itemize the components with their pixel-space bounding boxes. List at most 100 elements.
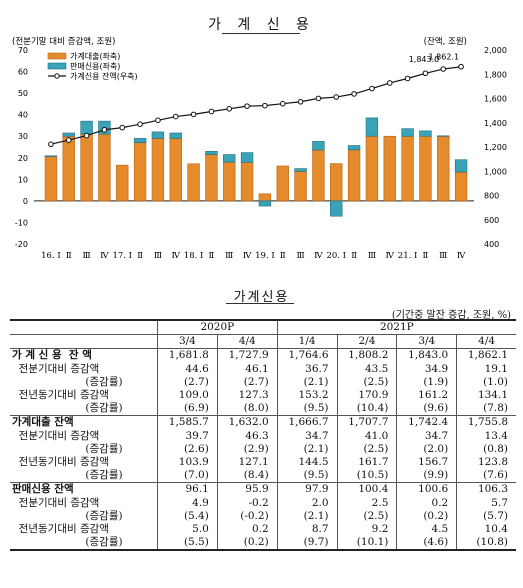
cell-value: (8.4)	[216, 469, 278, 483]
cell-value: (7.6)	[456, 469, 516, 483]
cell-value: (0.8)	[456, 442, 516, 457]
cell-value: (2.7)	[216, 375, 278, 390]
right-tick-label: 1,800	[484, 70, 507, 79]
cell-value: (5.4)	[157, 509, 218, 524]
cell-value: (2.1)	[276, 442, 338, 457]
table-title-underline	[226, 303, 294, 304]
left-tick-label: 40	[18, 111, 28, 120]
loan-bar	[116, 164, 129, 202]
cell-value: (2.5)	[336, 375, 397, 390]
row-label: 전년동기대비 증감액	[12, 456, 109, 469]
cell-value: 1,707.7	[336, 415, 397, 430]
sales-credit-bar	[330, 200, 343, 217]
x-tick-label: Ⅲ	[368, 251, 376, 261]
cell-value: (1.9)	[396, 375, 457, 390]
row-label: 가계대출 잔액	[10, 415, 158, 430]
x-tick-label: 19. Ⅰ	[255, 251, 275, 261]
loan-bar	[276, 165, 289, 202]
cell-value: 2.5	[336, 496, 397, 510]
x-tick-label: Ⅳ	[386, 251, 395, 261]
annotation-label: 1,843.0	[409, 55, 440, 64]
row-label: 전년동기대비 증감액	[12, 523, 109, 536]
cell-value: (2.7)	[157, 375, 218, 390]
cell-value: 127.3	[216, 389, 278, 403]
cell-value: 1,727.9	[216, 348, 278, 363]
cell-value: 5.0	[157, 523, 218, 537]
cell-value: 19.1	[456, 362, 516, 376]
cell-value: 100.6	[396, 482, 457, 497]
sales-credit-bar	[419, 130, 432, 137]
header-quarter: 2/4	[336, 334, 397, 349]
cell-value: 2.0	[276, 496, 338, 510]
loan-bar	[240, 162, 254, 202]
legend-sales-swatch	[47, 62, 67, 70]
sales-credit-bar	[151, 131, 165, 139]
legend-loan-label: 가계대출(좌축)	[70, 51, 120, 61]
table-header-year-row: 2020P 2021P	[10, 319, 516, 335]
chart-title: 가 계 신 용	[208, 17, 315, 33]
loan-bar	[80, 133, 93, 202]
balance-point	[83, 132, 90, 139]
cell-value: (2.5)	[336, 442, 397, 457]
loan-bar	[44, 156, 58, 202]
cell-value: 1,755.8	[456, 415, 516, 430]
cell-value: (2.0)	[396, 442, 457, 457]
cell-value: (0.2)	[396, 509, 457, 524]
left-tick-label: 50	[18, 89, 28, 98]
right-tick-label: 1,400	[484, 119, 507, 128]
loan-bar	[98, 133, 111, 202]
cell-value: 34.7	[396, 429, 457, 443]
cell-value: 170.9	[336, 389, 397, 403]
row-label: (증감률)	[12, 375, 123, 388]
table-row: (증감률) (5.5) (0.2) (9.7) (10.1) (4.6) (10.8)	[10, 536, 516, 552]
cell-value: 161.2	[396, 389, 457, 403]
cell-value: 1,843.0	[396, 348, 457, 363]
row-label: (증감률)	[12, 402, 123, 415]
loan-bar	[294, 171, 307, 202]
table-row: (증감률) (2.7) (2.7) (2.1) (2.5) (1.9) (1.0)	[10, 375, 516, 390]
household-credit-chart: (전분기말 대비 증감액, 조원) (잔액, 조원) -20 -10 0 10 20 30 40…	[12, 36, 507, 261]
cell-value: 1,862.1	[456, 348, 516, 363]
household-credit-table: 2020P 2021P 3/4 4/4 1/4 2/4 3/4 4/4 가 계 …	[10, 319, 516, 552]
legend-balance-label: 가계신용 잔액(우축)	[70, 71, 138, 81]
sales-credit-bar	[205, 151, 218, 155]
balance-point	[190, 111, 197, 118]
cell-value: 1,681.8	[157, 348, 218, 363]
header-quarter: 3/4	[157, 334, 218, 349]
legend-line-marker	[54, 73, 60, 79]
right-axis-label: (잔액, 조원)	[424, 36, 467, 47]
cell-value: 1,808.2	[336, 348, 397, 363]
table-header-quarter-row: 3/4 4/4 1/4 2/4 3/4 4/4	[10, 334, 516, 349]
x-tick-label: Ⅱ	[423, 251, 429, 261]
balance-point	[155, 117, 161, 124]
cell-value: 8.7	[276, 523, 338, 537]
cell-value: 43.5	[336, 362, 397, 376]
balance-point	[172, 113, 179, 120]
x-tick-label: Ⅱ	[137, 251, 143, 261]
table-row: 판매신용 잔액 96.1 95.9 97.9 100.4 100.6 106.3	[10, 482, 516, 497]
left-tick-label: 60	[18, 68, 28, 77]
left-tick-label: 70	[18, 46, 28, 55]
balance-line	[50, 66, 462, 145]
table-row: 전분기대비 증감액 44.6 46.1 36.7 43.5 34.9 19.1	[10, 362, 516, 376]
balance-point	[226, 106, 233, 112]
left-tick-label: 0	[23, 197, 28, 206]
loan-bar	[169, 138, 182, 202]
table-row: (증감률) (2.6) (2.9) (2.1) (2.5) (2.0) (0.8)	[10, 442, 516, 457]
table-row: 전년동기대비 증감액 109.0 127.3 153.2 170.9 161.2 134.1	[10, 389, 516, 403]
loan-bar	[133, 142, 147, 202]
right-tick-label: 800	[484, 192, 499, 201]
cell-value: (9.9)	[396, 469, 457, 483]
cell-value: 1,666.7	[276, 415, 338, 430]
table-row: 전분기대비 증감액 4.9 -0.2 2.0 2.5 0.2 5.7	[10, 496, 516, 510]
row-label: (증감률)	[12, 469, 123, 482]
table-row: (증감률) (7.0) (8.4) (9.5) (10.5) (9.9) (7.6)	[10, 469, 516, 483]
cell-value: (7.0)	[157, 469, 218, 483]
loan-bar	[437, 135, 450, 202]
balance-point	[208, 108, 215, 115]
table-title: 가계신용	[233, 290, 290, 305]
cell-value: (-0.2)	[216, 509, 278, 524]
balance-point	[65, 137, 72, 143]
cell-value: 10.4	[456, 523, 516, 537]
table-row: (증감률) (6.9) (8.0) (9.5) (10.4) (9.6) (7.8)	[10, 402, 516, 416]
